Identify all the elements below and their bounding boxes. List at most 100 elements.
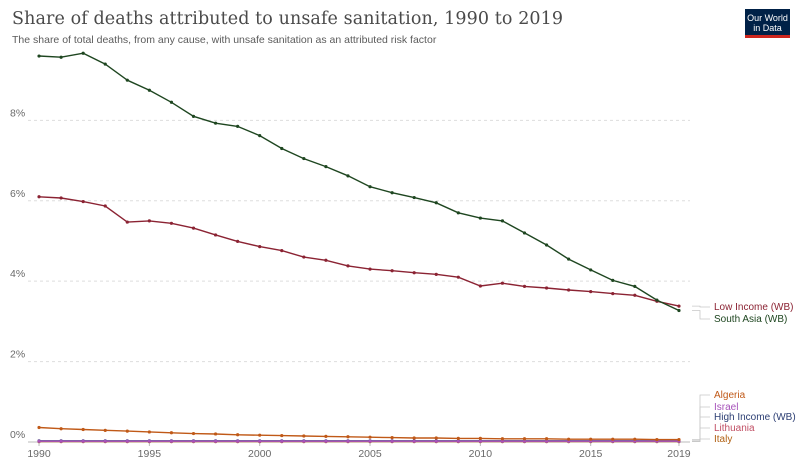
data-point[interactable] [522,231,527,235]
data-point[interactable] [633,284,637,289]
series-label[interactable]: Lithuania [714,423,755,434]
data-point[interactable] [478,216,482,220]
series-line[interactable] [38,196,680,307]
data-point[interactable] [169,100,174,104]
data-point[interactable] [169,221,174,225]
data-point[interactable] [59,439,63,443]
data-point[interactable] [390,191,394,195]
data-point[interactable] [544,286,549,290]
data-point[interactable] [302,156,306,161]
data-point[interactable] [147,88,151,92]
data-point[interactable] [456,436,460,440]
data-point[interactable] [236,239,240,243]
data-point[interactable] [567,437,571,441]
data-point[interactable] [59,196,63,200]
data-point[interactable] [544,439,549,443]
data-point[interactable] [169,431,174,435]
data-point[interactable] [611,278,615,282]
data-point[interactable] [324,165,328,169]
data-point[interactable] [280,433,284,438]
data-point[interactable] [191,114,196,118]
data-point[interactable] [81,51,85,55]
data-point[interactable] [611,437,615,441]
data-point[interactable] [368,439,372,443]
data-point[interactable] [81,199,85,204]
data-point[interactable] [500,439,505,443]
data-point[interactable] [544,243,549,247]
series-algeria[interactable] [37,425,681,442]
data-point[interactable] [37,425,41,430]
data-point[interactable] [390,439,394,443]
series-line[interactable] [38,52,680,312]
data-point[interactable] [125,78,129,82]
data-point[interactable] [213,439,218,443]
data-point[interactable] [103,428,107,432]
data-point[interactable] [81,439,85,443]
data-point[interactable] [169,439,174,443]
series-label[interactable]: Low Income (WB) [714,302,793,313]
data-point[interactable] [236,439,240,443]
data-point[interactable] [434,201,438,205]
data-point[interactable] [456,211,460,215]
data-point[interactable] [368,435,372,439]
data-point[interactable] [500,437,505,441]
data-point[interactable] [37,439,41,443]
series-label[interactable]: Algeria [714,390,746,401]
data-point[interactable] [412,439,416,443]
data-point[interactable] [412,195,416,200]
data-point[interactable] [258,134,262,138]
data-point[interactable] [258,245,262,249]
data-point[interactable] [500,281,505,285]
owid-logo[interactable]: Our World in Data [745,9,790,38]
data-point[interactable] [125,429,129,433]
data-point[interactable] [368,185,372,189]
data-point[interactable] [103,439,107,443]
data-point[interactable] [589,437,593,441]
series-low-income-wb[interactable] [37,195,681,308]
data-point[interactable] [522,284,527,289]
data-point[interactable] [125,220,129,224]
data-point[interactable] [103,204,107,208]
data-point[interactable] [280,249,284,253]
data-point[interactable] [258,439,262,443]
data-point[interactable] [81,427,85,432]
series-label[interactable]: High Income (WB) [714,412,796,423]
data-point[interactable] [324,439,328,443]
data-point[interactable] [302,255,306,259]
series-label[interactable]: Israel [714,402,738,413]
data-point[interactable] [213,233,218,237]
data-point[interactable] [147,430,151,434]
data-point[interactable] [280,439,284,443]
data-point[interactable] [611,292,615,296]
data-point[interactable] [677,437,681,442]
data-point[interactable] [478,284,482,288]
data-point[interactable] [390,435,394,440]
data-point[interactable] [346,264,350,268]
data-point[interactable] [191,226,196,230]
data-point[interactable] [346,174,350,178]
data-point[interactable] [500,219,505,223]
data-point[interactable] [633,437,637,441]
series-label[interactable]: South Asia (WB) [714,314,787,325]
data-point[interactable] [59,427,63,431]
data-point[interactable] [37,54,41,58]
data-point[interactable] [302,439,306,443]
data-point[interactable] [125,439,129,443]
data-point[interactable] [522,439,527,443]
data-point[interactable] [346,439,350,443]
data-point[interactable] [324,434,328,438]
data-point[interactable] [412,271,416,275]
data-point[interactable] [655,437,659,442]
series-south-asia-wb[interactable] [37,51,681,313]
data-point[interactable] [522,437,527,441]
data-point[interactable] [59,55,63,59]
data-point[interactable] [191,439,196,443]
data-point[interactable] [236,124,240,128]
data-point[interactable] [37,195,41,199]
series-line[interactable] [38,426,679,441]
data-point[interactable] [390,269,394,273]
data-point[interactable] [456,275,460,279]
data-point[interactable] [544,437,549,441]
data-point[interactable] [302,434,306,438]
data-point[interactable] [434,272,438,276]
